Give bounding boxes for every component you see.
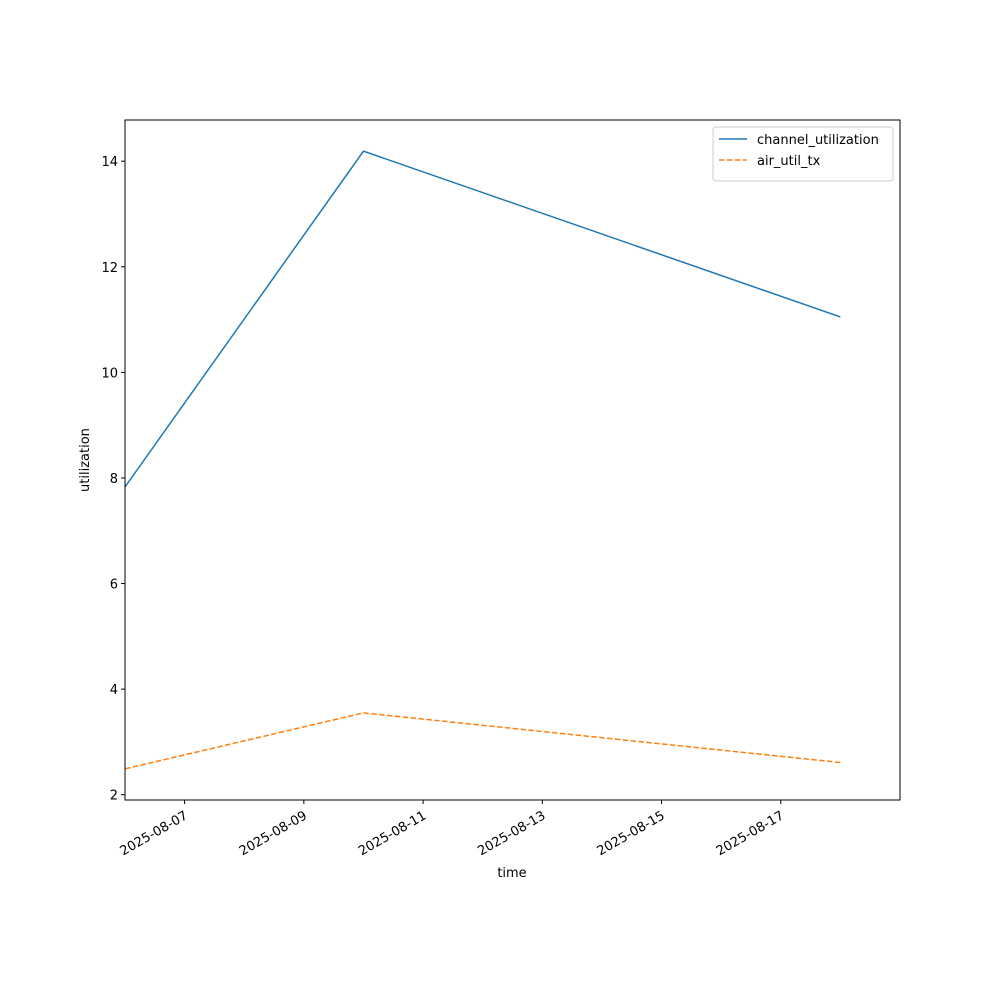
y-axis-label: utilization <box>78 428 93 492</box>
y-tick-label: 6 <box>110 578 118 593</box>
line <box>124 150 841 488</box>
legend-label: channel_utilization <box>757 133 879 148</box>
x-axis-label: time <box>497 866 526 881</box>
line <box>124 712 841 770</box>
y-tick-label: 12 <box>101 261 118 276</box>
y-tick-label: 4 <box>110 683 118 698</box>
y-tick-label: 10 <box>101 366 118 381</box>
y-tick-label: 8 <box>110 472 118 487</box>
y-tick-label: 2 <box>110 789 118 804</box>
y-tick-label: 14 <box>101 155 118 170</box>
legend-label: air_util_tx <box>757 154 821 169</box>
legend-box <box>712 126 894 182</box>
legend: channel_utilization air_util_tx <box>712 126 894 182</box>
plot-frame <box>124 119 901 801</box>
